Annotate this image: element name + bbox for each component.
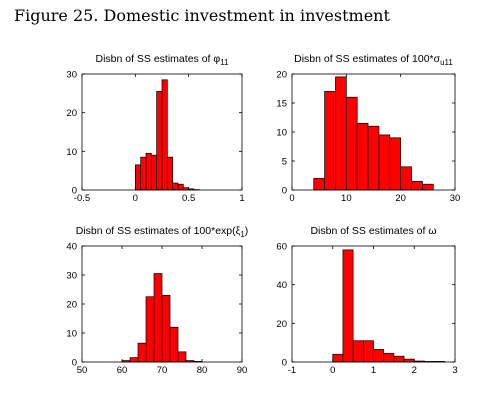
histogram-bar xyxy=(129,357,139,363)
y-tick-label: 0 xyxy=(282,186,287,197)
x-tick-label: 10 xyxy=(341,193,352,204)
y-tick-label: 0 xyxy=(72,186,77,197)
x-tick-label: 30 xyxy=(450,193,461,204)
y-tick-label: 10 xyxy=(66,147,77,158)
histogram-bar xyxy=(403,358,415,363)
histogram-bar xyxy=(177,183,184,191)
histogram-bar xyxy=(145,152,152,191)
histogram-bar xyxy=(332,353,344,363)
x-tick-label: 0.5 xyxy=(182,193,195,204)
x-tick-label: 80 xyxy=(197,365,208,376)
y-tick-label: 20 xyxy=(66,108,77,119)
histogram-bar xyxy=(161,79,168,191)
chart-title: Disbn of SS estimates of 100*σu11 xyxy=(294,53,453,67)
y-tick-label: 30 xyxy=(66,271,77,282)
x-tick-label: 20 xyxy=(395,193,406,204)
figure-title: Figure 25. Domestic investment in invest… xyxy=(14,6,390,25)
x-tick-label: 70 xyxy=(157,365,168,376)
y-tick-label: 0 xyxy=(72,358,77,369)
y-tick-label: 5 xyxy=(282,157,287,168)
x-tick-label: 90 xyxy=(237,365,248,376)
histogram-bar xyxy=(345,96,358,191)
y-tick-label: 40 xyxy=(276,280,287,291)
x-tick-label: 50 xyxy=(77,365,88,376)
histogram-bar xyxy=(378,134,391,191)
y-tick-label: 10 xyxy=(66,329,77,340)
chart-title-close: ) xyxy=(245,225,249,237)
x-tick-label: 2 xyxy=(412,365,417,376)
histogram-bar xyxy=(169,326,179,363)
y-tick-label: 0 xyxy=(282,358,287,369)
x-tick-label: 1 xyxy=(371,365,376,376)
x-tick-label: 0 xyxy=(330,365,335,376)
histogram-sigma-u11: Disbn of SS estimates of 100*σu11 0 10 20 30… xyxy=(276,53,460,204)
histogram-bar xyxy=(150,154,158,191)
x-tick-label: 60 xyxy=(117,365,128,376)
chart-title-subscript: u11 xyxy=(440,58,453,67)
histogram-phi11: Disbn of SS estimates of φ11-0.5 0 0.5 1010… xyxy=(66,53,244,204)
chart-title: Disbn of SS estimates of φ11 xyxy=(95,53,229,67)
histogram-bar xyxy=(389,137,402,191)
plot-frame xyxy=(81,73,243,191)
histogram-bar xyxy=(356,122,369,191)
chart-title-main: Disbn of SS estimates of φ xyxy=(95,53,220,65)
x-tick-label: 0 xyxy=(289,193,294,204)
chart-title-main: Disbn of SS estimates of ω xyxy=(310,225,436,237)
histogram-bar xyxy=(367,125,380,191)
histogram-bar xyxy=(411,180,423,191)
histogram-bar xyxy=(313,178,325,191)
histogram-exp-xi1: Disbn of SS estimates of 100*exp(ξ1) 50 60… xyxy=(66,225,248,376)
histogram-bar xyxy=(134,164,142,191)
histogram-bar xyxy=(177,351,187,363)
histogram-bar xyxy=(342,249,354,363)
histogram-bar xyxy=(324,91,336,191)
y-tick-label: 20 xyxy=(276,319,287,330)
chart-title-main: Disbn of SS estimates of 100*exp(ξ xyxy=(76,225,241,237)
chart-title-main: Disbn of SS estimates of 100*σ xyxy=(294,53,440,65)
histogram-bar xyxy=(172,182,179,191)
chart-title: Disbn of SS estimates of 100*exp(ξ1) xyxy=(76,225,249,239)
chart-title: Disbn of SS estimates of ω xyxy=(310,225,436,237)
y-tick-label: 15 xyxy=(276,99,287,110)
y-tick-label: 10 xyxy=(276,128,287,139)
histogram-bar xyxy=(145,296,155,363)
histogram-bar xyxy=(153,273,163,363)
chart-title-subscript: 11 xyxy=(220,58,229,67)
histogram-bar xyxy=(140,156,147,191)
histogram-bar xyxy=(383,352,395,363)
x-tick-label: 3 xyxy=(452,365,457,376)
x-tick-label: -1 xyxy=(288,365,296,376)
chart-title-subscript: 1 xyxy=(240,230,245,239)
histogram-bar xyxy=(373,349,385,363)
y-tick-label: 60 xyxy=(276,242,287,253)
y-tick-label: 30 xyxy=(66,70,77,81)
histogram-bar xyxy=(166,156,174,191)
x-tick-label: 0 xyxy=(133,193,138,204)
y-tick-label: 20 xyxy=(66,300,77,311)
histogram-bar xyxy=(362,340,374,363)
y-tick-label: 40 xyxy=(66,242,77,253)
histogram-bar xyxy=(393,355,405,363)
x-tick-label: -0.5 xyxy=(74,193,90,204)
y-tick-label: 20 xyxy=(276,70,287,81)
histogram-bar xyxy=(161,294,171,363)
histogram-bar xyxy=(400,166,412,191)
x-tick-label: 1 xyxy=(239,193,244,204)
histogram-bar xyxy=(422,183,434,191)
histogram-bar xyxy=(156,91,163,191)
histogram-bar xyxy=(137,342,147,363)
histogram-bar xyxy=(335,76,347,191)
histogram-bar xyxy=(352,340,364,363)
